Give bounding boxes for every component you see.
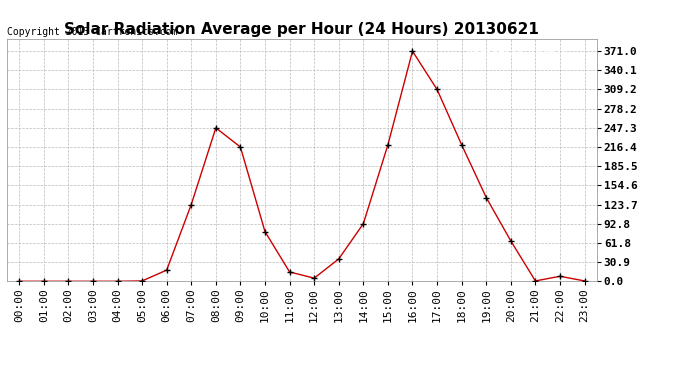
Title: Solar Radiation Average per Hour (24 Hours) 20130621: Solar Radiation Average per Hour (24 Hou… — [64, 22, 540, 37]
Text: Copyright 2013 Cartronics.com: Copyright 2013 Cartronics.com — [7, 27, 177, 37]
